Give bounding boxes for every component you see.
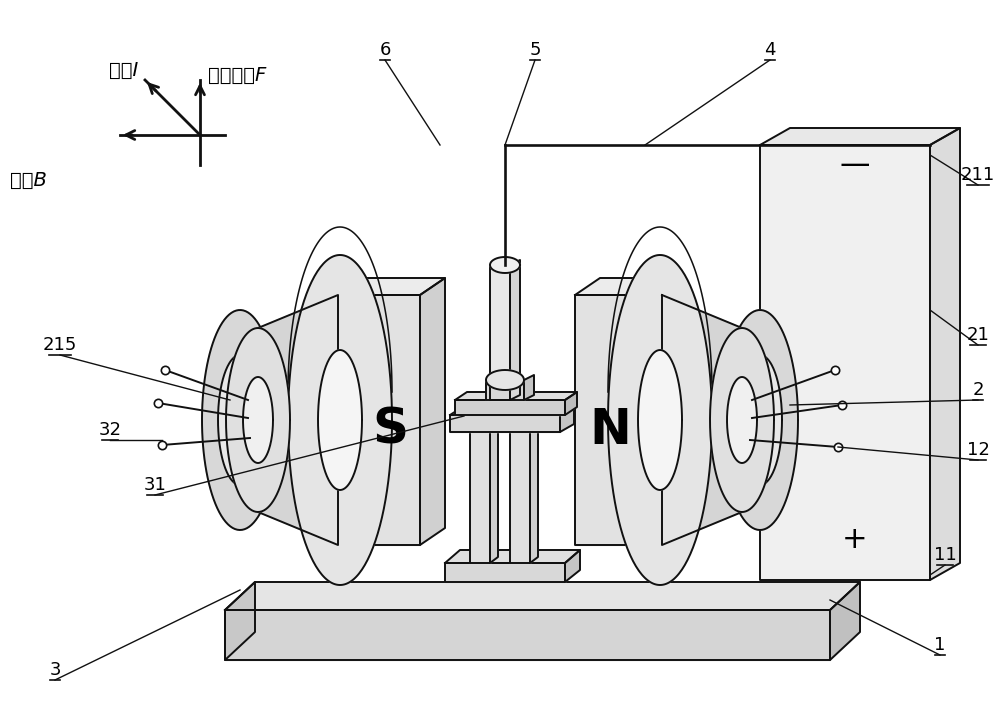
- Polygon shape: [662, 295, 742, 545]
- Polygon shape: [486, 370, 524, 390]
- Text: +: +: [842, 525, 868, 555]
- Polygon shape: [510, 260, 520, 400]
- Text: 5: 5: [529, 41, 541, 59]
- Text: 215: 215: [43, 336, 77, 354]
- Polygon shape: [575, 278, 682, 295]
- Polygon shape: [225, 610, 830, 660]
- Polygon shape: [830, 582, 860, 660]
- Polygon shape: [575, 295, 657, 545]
- Polygon shape: [450, 406, 574, 415]
- Polygon shape: [490, 257, 520, 273]
- Polygon shape: [565, 392, 577, 415]
- Text: 31: 31: [144, 476, 166, 494]
- Text: 32: 32: [98, 421, 122, 439]
- Polygon shape: [420, 278, 445, 545]
- Text: 磁圻B: 磁圻B: [10, 170, 47, 190]
- Text: 3: 3: [49, 661, 61, 679]
- Text: 21: 21: [967, 326, 989, 344]
- Polygon shape: [218, 355, 262, 485]
- Polygon shape: [450, 415, 560, 432]
- Text: 12: 12: [967, 441, 989, 459]
- Polygon shape: [318, 350, 362, 490]
- Text: N: N: [589, 406, 631, 454]
- Polygon shape: [657, 278, 682, 545]
- Text: 4: 4: [764, 41, 776, 59]
- Polygon shape: [608, 255, 712, 585]
- Polygon shape: [930, 128, 960, 580]
- Text: —: —: [840, 151, 870, 180]
- Text: 211: 211: [961, 166, 995, 184]
- Polygon shape: [258, 295, 338, 545]
- Polygon shape: [226, 328, 290, 512]
- Text: 11: 11: [934, 546, 956, 564]
- Polygon shape: [445, 563, 565, 582]
- Polygon shape: [455, 400, 565, 415]
- Polygon shape: [760, 128, 960, 145]
- Polygon shape: [243, 377, 273, 463]
- Polygon shape: [470, 430, 490, 563]
- Text: 6: 6: [379, 41, 391, 59]
- Polygon shape: [510, 430, 530, 563]
- Polygon shape: [288, 255, 392, 585]
- Text: 1: 1: [934, 636, 946, 654]
- Polygon shape: [445, 550, 580, 563]
- Polygon shape: [565, 550, 580, 582]
- Polygon shape: [486, 380, 524, 400]
- Text: 2: 2: [972, 381, 984, 399]
- Polygon shape: [530, 424, 538, 563]
- Polygon shape: [760, 145, 930, 580]
- Text: 电流I: 电流I: [109, 60, 138, 80]
- Polygon shape: [727, 377, 757, 463]
- Polygon shape: [738, 355, 782, 485]
- Text: 洛伦兹力F: 洛伦兹力F: [208, 65, 266, 84]
- Polygon shape: [225, 582, 255, 660]
- Polygon shape: [710, 328, 774, 512]
- Polygon shape: [638, 350, 682, 490]
- Polygon shape: [722, 310, 798, 530]
- Polygon shape: [202, 310, 278, 530]
- Polygon shape: [225, 582, 860, 610]
- Polygon shape: [560, 406, 574, 432]
- Text: S: S: [372, 406, 408, 454]
- Polygon shape: [338, 295, 420, 545]
- Polygon shape: [524, 375, 534, 400]
- Polygon shape: [490, 424, 498, 563]
- Polygon shape: [338, 278, 445, 295]
- Polygon shape: [490, 265, 510, 400]
- Polygon shape: [455, 392, 577, 400]
